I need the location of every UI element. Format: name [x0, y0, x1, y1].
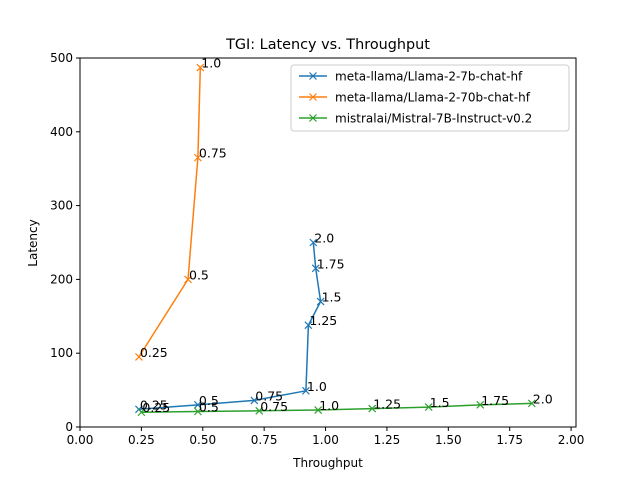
- data-point-label: 0.25: [140, 397, 168, 412]
- y-tick-label: 300: [50, 199, 73, 213]
- data-point-label: 0.5: [199, 400, 219, 415]
- data-point-marker: [527, 399, 536, 408]
- data-point-marker: [304, 321, 313, 330]
- series-line-2: [141, 402, 532, 413]
- data-point-marker: [309, 238, 318, 247]
- data-point-label: 0.75: [255, 388, 283, 403]
- x-tick-label: 1.50: [435, 433, 462, 447]
- y-axis-label: Latency: [26, 219, 40, 266]
- series-line-0: [138, 242, 322, 411]
- x-tick-label: 0.50: [189, 433, 216, 447]
- legend-label: meta-llama/Llama-2-7b-chat-hf: [335, 70, 523, 84]
- data-point-marker: [193, 407, 202, 416]
- data-point-label: 1.75: [481, 393, 509, 408]
- data-point-label: 2.0: [533, 391, 553, 406]
- data-point-label: 0.25: [140, 345, 168, 360]
- x-tick-label: 0.00: [67, 433, 94, 447]
- legend-entry: meta-llama/Llama-2-70b-chat-hf: [299, 91, 531, 105]
- data-point-marker: [184, 275, 192, 284]
- x-tick-label: 0.75: [251, 433, 278, 447]
- data-point-marker: [316, 297, 325, 306]
- data-point-label: 0.5: [189, 267, 209, 282]
- data-point-label: 1.25: [373, 397, 401, 412]
- legend-marker: [309, 72, 317, 80]
- legend-box: [290, 64, 570, 132]
- series-line-1: [138, 67, 202, 358]
- x-tick-label: 1.25: [374, 433, 401, 447]
- legend-label: meta-llama/Llama-2-70b-chat-hf: [335, 91, 531, 105]
- y-tick-label: 200: [50, 272, 73, 286]
- y-tick-label: 500: [50, 51, 73, 65]
- data-point-marker: [250, 396, 259, 405]
- data-point-marker: [311, 264, 320, 273]
- data-point-label: 1.75: [317, 256, 345, 271]
- data-point-label: 1.5: [322, 290, 342, 305]
- data-point-marker: [424, 403, 433, 411]
- data-point-marker: [193, 153, 202, 162]
- axes: 0.00 0.25 0.50 0.75 1.00 1.25 1.50 1.75 2.00 0 100…: [50, 51, 584, 447]
- data-point-label: 0.5: [199, 393, 219, 408]
- data-point-marker: [255, 406, 264, 415]
- data-point-label: 2.0: [314, 231, 334, 246]
- data-point-marker: [301, 386, 310, 395]
- y-tick-label: 100: [50, 346, 73, 360]
- data-point-label: 1.25: [309, 313, 337, 328]
- x-tick-label: 1.00: [312, 433, 339, 447]
- plot-area: 0.25 0.5 0.75 1.0 1.25 1.5 1.75 2.0 0.25 0.5 0.75 1…: [135, 56, 553, 417]
- axes-frame: [79, 57, 577, 428]
- data-point-label: 0.75: [199, 146, 227, 161]
- legend-entry: mistralai/Mistral-7B-Instruct-v0.2: [299, 112, 532, 126]
- data-point-label: 1.0: [307, 379, 327, 394]
- data-point-marker: [368, 404, 377, 413]
- legend-label: mistralai/Mistral-7B-Instruct-v0.2: [335, 112, 532, 126]
- legend-marker: [309, 93, 317, 101]
- data-point-marker: [137, 408, 146, 417]
- data-point-marker: [314, 406, 323, 414]
- data-point-label: 1.5: [430, 395, 450, 410]
- legend-marker: [309, 114, 317, 122]
- data-point-label: 0.25: [142, 400, 170, 415]
- y-tick-label: 400: [50, 125, 73, 139]
- data-point-marker: [476, 400, 485, 409]
- chart-title: TGI: Latency vs. Throughput: [225, 37, 430, 53]
- data-point-label: 1.0: [201, 56, 221, 71]
- y-tick-label: 0: [65, 420, 73, 434]
- legend-entry: meta-llama/Llama-2-7b-chat-hf: [299, 70, 523, 84]
- legend: meta-llama/Llama-2-7b-chat-hf meta-llama/…: [290, 64, 570, 132]
- x-tick-label: 0.25: [128, 433, 155, 447]
- data-point-marker: [135, 352, 143, 361]
- x-tick-label: 1.75: [496, 433, 523, 447]
- x-tick-label: 2.00: [558, 433, 585, 447]
- data-point-marker: [193, 400, 202, 409]
- data-point-label: 1.0: [319, 398, 339, 413]
- data-point-label: 0.75: [260, 399, 288, 414]
- x-axis-label: Throughput: [292, 456, 363, 470]
- data-point-marker: [196, 63, 205, 72]
